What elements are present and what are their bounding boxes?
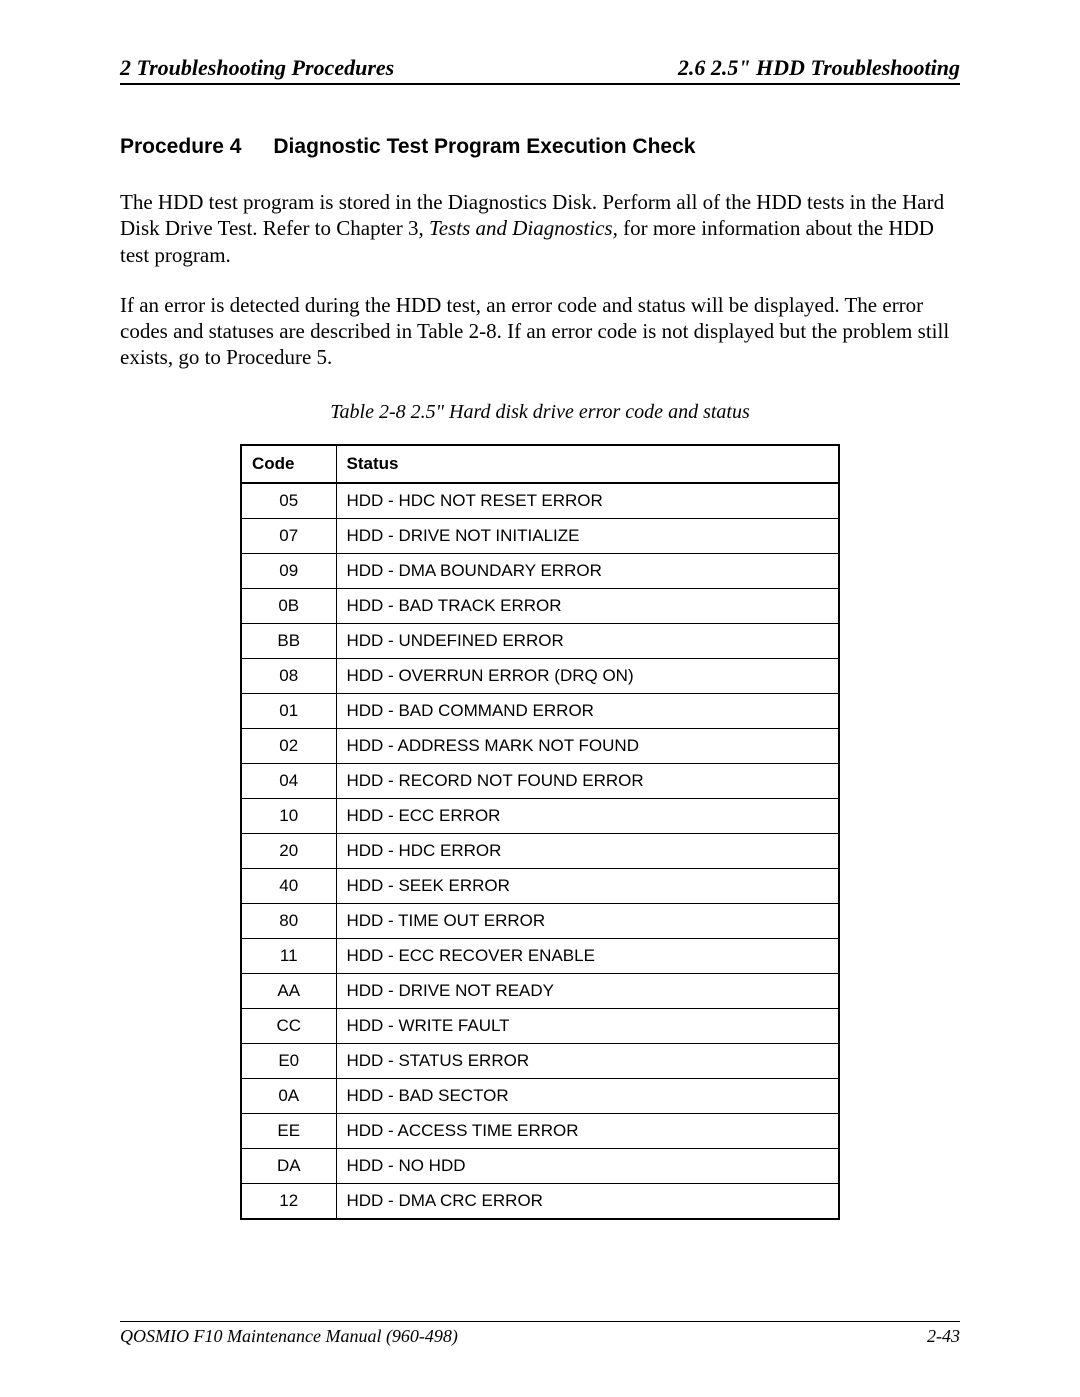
- table-row: 0BHDD - BAD TRACK ERROR: [241, 588, 839, 623]
- error-code-table: Code Status 05HDD - HDC NOT RESET ERROR0…: [240, 444, 840, 1220]
- status-cell: HDD - BAD COMMAND ERROR: [336, 693, 839, 728]
- status-cell: HDD - DMA CRC ERROR: [336, 1183, 839, 1219]
- status-cell: HDD - NO HDD: [336, 1148, 839, 1183]
- status-cell: HDD - UNDEFINED ERROR: [336, 623, 839, 658]
- table-row: 08HDD - OVERRUN ERROR (DRQ ON): [241, 658, 839, 693]
- code-cell: E0: [241, 1043, 336, 1078]
- status-cell: HDD - HDC NOT RESET ERROR: [336, 483, 839, 519]
- paragraph-2: If an error is detected during the HDD t…: [120, 292, 960, 371]
- procedure-heading: Procedure 4 Diagnostic Test Program Execu…: [120, 135, 960, 159]
- table-row: 40HDD - SEEK ERROR: [241, 868, 839, 903]
- code-cell: 07: [241, 518, 336, 553]
- code-cell: 0B: [241, 588, 336, 623]
- code-cell: 01: [241, 693, 336, 728]
- status-cell: HDD - DRIVE NOT READY: [336, 973, 839, 1008]
- code-cell: 40: [241, 868, 336, 903]
- running-footer: QOSMIO F10 Maintenance Manual (960-498) …: [120, 1321, 960, 1347]
- code-cell: EE: [241, 1113, 336, 1148]
- table-row: EEHDD - ACCESS TIME ERROR: [241, 1113, 839, 1148]
- status-cell: HDD - DMA BOUNDARY ERROR: [336, 553, 839, 588]
- code-cell: 02: [241, 728, 336, 763]
- code-cell: 0A: [241, 1078, 336, 1113]
- table-row: 02HDD - ADDRESS MARK NOT FOUND: [241, 728, 839, 763]
- code-cell: 08: [241, 658, 336, 693]
- paragraph-1: The HDD test program is stored in the Di…: [120, 189, 960, 268]
- code-cell: DA: [241, 1148, 336, 1183]
- status-cell: HDD - OVERRUN ERROR (DRQ ON): [336, 658, 839, 693]
- procedure-title: Diagnostic Test Program Execution Check: [273, 135, 695, 158]
- table-row: 05HDD - HDC NOT RESET ERROR: [241, 483, 839, 519]
- table-row: 20HDD - HDC ERROR: [241, 833, 839, 868]
- p1-italic: Tests and Diagnostics,: [429, 216, 618, 240]
- status-cell: HDD - DRIVE NOT INITIALIZE: [336, 518, 839, 553]
- table-caption: Table 2-8 2.5" Hard disk drive error cod…: [120, 401, 960, 424]
- header-left: 2 Troubleshooting Procedures: [120, 55, 394, 81]
- code-cell: 04: [241, 763, 336, 798]
- table-row: 09HDD - DMA BOUNDARY ERROR: [241, 553, 839, 588]
- running-header: 2 Troubleshooting Procedures 2.6 2.5" HD…: [120, 55, 960, 85]
- status-cell: HDD - STATUS ERROR: [336, 1043, 839, 1078]
- table-row: 80HDD - TIME OUT ERROR: [241, 903, 839, 938]
- table-row: 11HDD - ECC RECOVER ENABLE: [241, 938, 839, 973]
- code-cell: 05: [241, 483, 336, 519]
- code-cell: 20: [241, 833, 336, 868]
- page: 2 Troubleshooting Procedures 2.6 2.5" HD…: [0, 0, 1080, 1397]
- status-cell: HDD - WRITE FAULT: [336, 1008, 839, 1043]
- footer-left: QOSMIO F10 Maintenance Manual (960-498): [120, 1326, 458, 1347]
- table-row: 12HDD - DMA CRC ERROR: [241, 1183, 839, 1219]
- footer-right: 2-43: [927, 1326, 960, 1347]
- table-row: CCHDD - WRITE FAULT: [241, 1008, 839, 1043]
- status-cell: HDD - SEEK ERROR: [336, 868, 839, 903]
- procedure-number: Procedure 4: [120, 135, 241, 159]
- status-cell: HDD - TIME OUT ERROR: [336, 903, 839, 938]
- status-cell: HDD - BAD SECTOR: [336, 1078, 839, 1113]
- table-row: DAHDD - NO HDD: [241, 1148, 839, 1183]
- table-header-row: Code Status: [241, 445, 839, 483]
- status-cell: HDD - ACCESS TIME ERROR: [336, 1113, 839, 1148]
- status-cell: HDD - ECC ERROR: [336, 798, 839, 833]
- code-cell: CC: [241, 1008, 336, 1043]
- code-cell: AA: [241, 973, 336, 1008]
- table-row: 0AHDD - BAD SECTOR: [241, 1078, 839, 1113]
- status-cell: HDD - HDC ERROR: [336, 833, 839, 868]
- code-cell: 10: [241, 798, 336, 833]
- col-header-code: Code: [241, 445, 336, 483]
- status-cell: HDD - BAD TRACK ERROR: [336, 588, 839, 623]
- table-row: 10HDD - ECC ERROR: [241, 798, 839, 833]
- code-cell: 12: [241, 1183, 336, 1219]
- code-cell: 09: [241, 553, 336, 588]
- table-row: E0HDD - STATUS ERROR: [241, 1043, 839, 1078]
- table-row: 04HDD - RECORD NOT FOUND ERROR: [241, 763, 839, 798]
- code-cell: BB: [241, 623, 336, 658]
- table-row: AAHDD - DRIVE NOT READY: [241, 973, 839, 1008]
- status-cell: HDD - ECC RECOVER ENABLE: [336, 938, 839, 973]
- header-right: 2.6 2.5" HDD Troubleshooting: [678, 55, 960, 81]
- col-header-status: Status: [336, 445, 839, 483]
- code-cell: 11: [241, 938, 336, 973]
- table-row: 07HDD - DRIVE NOT INITIALIZE: [241, 518, 839, 553]
- status-cell: HDD - RECORD NOT FOUND ERROR: [336, 763, 839, 798]
- table-row: BBHDD - UNDEFINED ERROR: [241, 623, 839, 658]
- status-cell: HDD - ADDRESS MARK NOT FOUND: [336, 728, 839, 763]
- code-cell: 80: [241, 903, 336, 938]
- table-row: 01HDD - BAD COMMAND ERROR: [241, 693, 839, 728]
